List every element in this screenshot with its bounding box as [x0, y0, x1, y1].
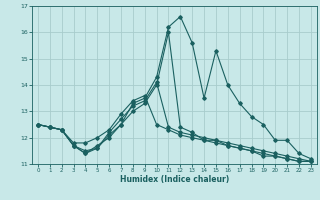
X-axis label: Humidex (Indice chaleur): Humidex (Indice chaleur): [120, 175, 229, 184]
